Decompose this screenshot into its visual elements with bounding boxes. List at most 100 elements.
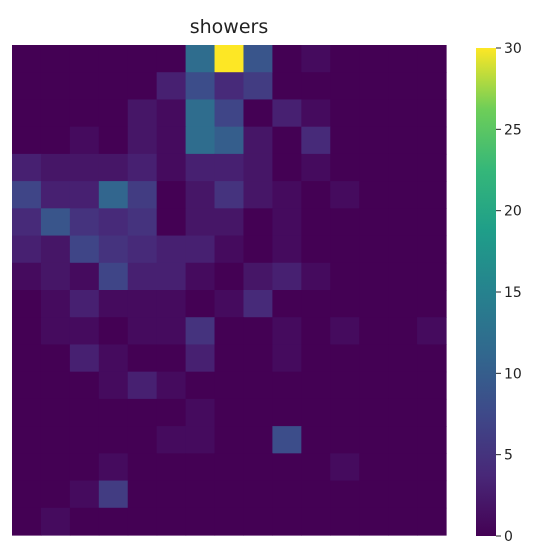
heatmap-cell: [69, 72, 100, 101]
heatmap-cell: [301, 181, 331, 209]
heatmap-cell: [330, 126, 360, 155]
heatmap-cell: [214, 153, 245, 182]
heatmap-cell: [156, 480, 187, 509]
colorbar-tick-label: 0: [504, 529, 513, 545]
heatmap-cell: [40, 126, 71, 155]
heatmap-cell: [12, 153, 42, 182]
heatmap-cell: [243, 453, 273, 482]
heatmap-cell: [417, 398, 447, 427]
heatmap-cell: [417, 72, 447, 101]
heatmap-cell: [301, 45, 331, 73]
heatmap-cell: [40, 72, 71, 101]
heatmap-cell: [359, 99, 389, 128]
heatmap-cell: [98, 371, 129, 400]
heatmap-cell: [214, 208, 245, 237]
heatmap-cell: [330, 317, 360, 346]
colorbar-gradient: [476, 48, 496, 536]
heatmap-cell: [127, 426, 158, 454]
heatmap-cell: [12, 290, 42, 318]
heatmap-cell: [12, 398, 42, 427]
heatmap-cell: [214, 99, 245, 128]
heatmap-cell: [40, 45, 71, 73]
heatmap-cell: [301, 426, 331, 454]
heatmap-cell: [388, 453, 418, 482]
heatmap-cell: [98, 72, 129, 101]
heatmap-cell: [301, 99, 331, 128]
heatmap-cell: [359, 453, 389, 482]
heatmap-cell: [12, 480, 42, 509]
heatmap-cell: [301, 371, 331, 400]
heatmap-cell: [185, 507, 216, 536]
heatmap-cell: [127, 153, 158, 182]
heatmap-cell: [98, 507, 129, 536]
heatmap-cell: [127, 398, 158, 427]
heatmap-cell: [185, 480, 216, 509]
heatmap-cell: [98, 99, 129, 128]
heatmap-cell: [40, 181, 71, 209]
heatmap-cell: [69, 480, 100, 509]
heatmap-cell: [156, 262, 187, 291]
heatmap-cell: [330, 426, 360, 454]
heatmap-cell: [272, 235, 302, 264]
heatmap-cell: [156, 72, 187, 101]
heatmap-cell: [301, 480, 331, 509]
heatmap-cell: [301, 507, 331, 536]
heatmap-cell: [69, 262, 100, 291]
heatmap-cell: [214, 181, 245, 209]
heatmap-cell: [330, 398, 360, 427]
heatmap-cell: [127, 126, 158, 155]
heatmap-cell: [330, 453, 360, 482]
heatmap-cell: [185, 371, 216, 400]
heatmap-cell: [12, 208, 42, 237]
heatmap-cell: [127, 72, 158, 101]
heatmap-cell: [417, 344, 447, 373]
heatmap-cell: [127, 262, 158, 291]
heatmap-cell: [417, 45, 447, 73]
heatmap-cell: [359, 398, 389, 427]
heatmap-cell: [40, 262, 71, 291]
colorbar-tick-label: 30: [504, 41, 522, 57]
heatmap-cell: [69, 235, 100, 264]
heatmap-cell: [40, 208, 71, 237]
heatmap-cell: [359, 344, 389, 373]
heatmap-cell: [243, 426, 273, 454]
heatmap-cell: [98, 45, 129, 73]
heatmap-cell: [243, 208, 273, 237]
heatmap-cell: [69, 290, 100, 318]
heatmap-cell: [243, 72, 273, 101]
heatmap-cell: [12, 126, 42, 155]
heatmap-cell: [243, 480, 273, 509]
heatmap-cell: [359, 153, 389, 182]
heatmap-cell: [156, 290, 187, 318]
heatmap-cell: [12, 344, 42, 373]
heatmap-cell: [388, 72, 418, 101]
heatmap-cell: [243, 126, 273, 155]
colorbar-tick-label: 10: [504, 366, 522, 382]
heatmap-cell: [272, 126, 302, 155]
heatmap-cell: [69, 371, 100, 400]
heatmap-cells: [12, 45, 447, 536]
heatmap-cell: [69, 99, 100, 128]
heatmap-cell: [388, 371, 418, 400]
heatmap-cell: [243, 398, 273, 427]
heatmap-cell: [98, 398, 129, 427]
heatmap-cell: [98, 208, 129, 237]
heatmap-cell: [330, 153, 360, 182]
heatmap-cell: [214, 317, 245, 346]
heatmap-cell: [185, 453, 216, 482]
heatmap-cell: [359, 290, 389, 318]
heatmap-cell: [214, 507, 245, 536]
heatmap-cell: [185, 181, 216, 209]
heatmap-cell: [69, 453, 100, 482]
heatmap-cell: [272, 317, 302, 346]
heatmap-cell: [388, 398, 418, 427]
heatmap-cell: [98, 153, 129, 182]
heatmap-cell: [214, 453, 245, 482]
heatmap-cell: [185, 45, 216, 73]
heatmap-cell: [12, 235, 42, 264]
heatmap-cell: [98, 480, 129, 509]
heatmap-cell: [330, 290, 360, 318]
heatmap-cell: [156, 453, 187, 482]
heatmap-cell: [98, 344, 129, 373]
